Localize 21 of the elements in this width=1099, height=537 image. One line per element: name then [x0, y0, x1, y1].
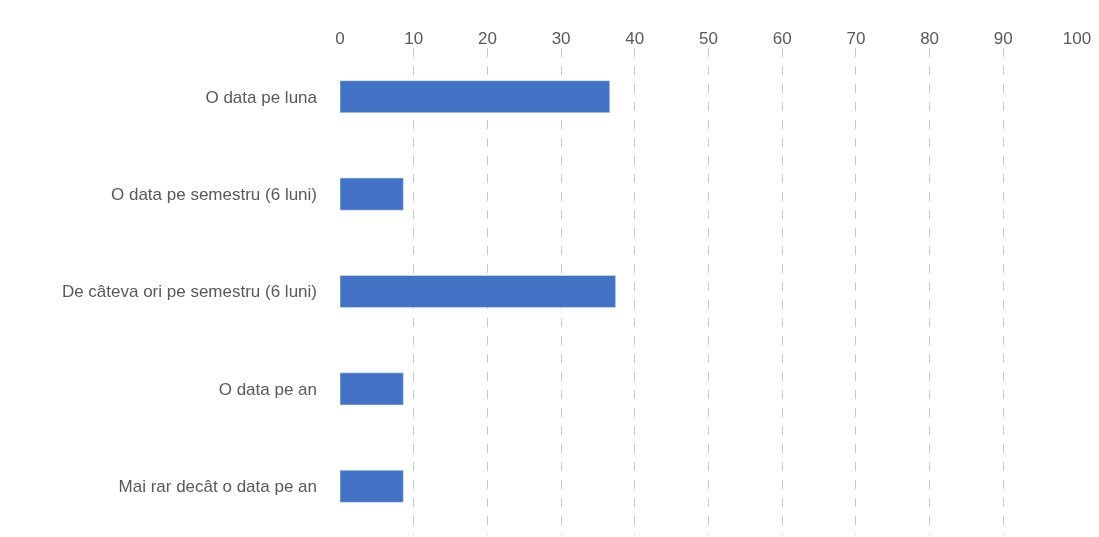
- x-tick-label: 70: [846, 28, 866, 48]
- y-tick-label: Mai rar decât o data pe an: [118, 477, 317, 497]
- x-tick-label: 50: [699, 28, 718, 48]
- x-tick-label: 100: [1062, 28, 1092, 48]
- x-tick-label: 60: [772, 28, 792, 48]
- x-tick-label: 80: [920, 28, 940, 48]
- y-tick-label: O data pe an: [218, 379, 317, 399]
- bar: [340, 177, 404, 211]
- x-tick-label: 40: [625, 28, 645, 48]
- x-tick-label: 0: [335, 28, 345, 48]
- x-tick-label: 30: [551, 28, 571, 48]
- y-tick-label: O data pe semestru (6 luni): [111, 185, 317, 205]
- bar: [340, 372, 404, 406]
- y-tick-label: De câteva ori pe semestru (6 luni): [61, 282, 317, 302]
- bar: [340, 275, 616, 308]
- x-tick-label: 20: [477, 28, 497, 48]
- x-tick-label: 90: [993, 28, 1013, 48]
- bar: [340, 80, 610, 114]
- x-tick-label: 10: [404, 28, 424, 48]
- y-tick-label: O data pe luna: [205, 87, 318, 107]
- bar: [340, 469, 404, 503]
